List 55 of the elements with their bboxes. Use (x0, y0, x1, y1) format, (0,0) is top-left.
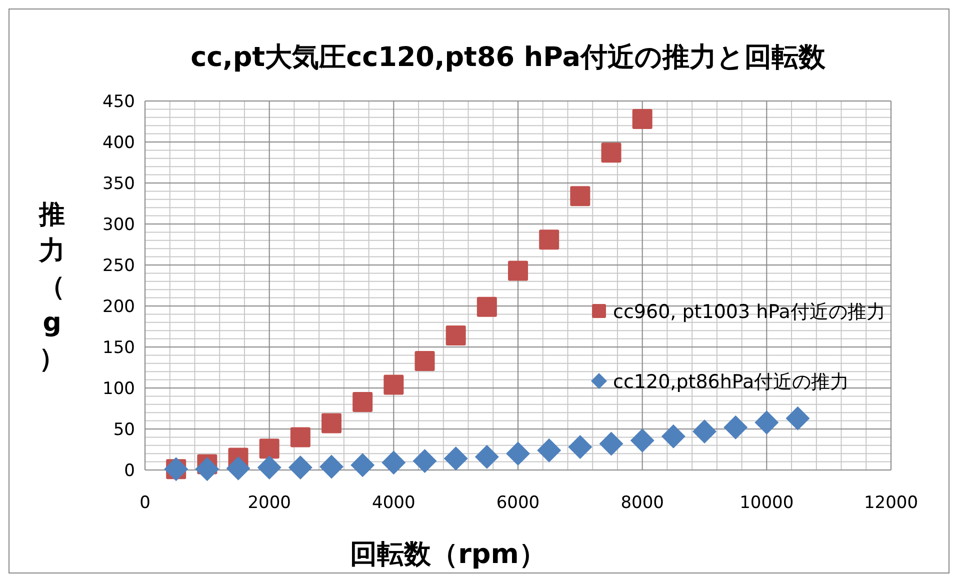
point (599, 432, 624, 456)
point (539, 230, 560, 250)
y-axis-title: 推力（g） (38, 200, 65, 374)
point (259, 438, 280, 459)
point (320, 454, 344, 479)
point (476, 296, 497, 317)
point (632, 109, 652, 130)
point (352, 392, 373, 412)
point (692, 419, 716, 444)
point (754, 410, 779, 434)
x-tick-label: 0 (140, 493, 150, 513)
x-tick-label: 2000 (248, 493, 291, 513)
point (724, 415, 748, 440)
x-tick-label: 4000 (372, 493, 416, 513)
point (412, 448, 437, 473)
y-tick-label: 300 (102, 215, 135, 235)
point (508, 260, 528, 281)
point (568, 435, 592, 460)
point (195, 457, 220, 482)
y-tick-label: 0 (124, 461, 135, 481)
y-tick-label: 250 (102, 256, 135, 276)
y-tick-label: 100 (102, 379, 135, 399)
point (537, 438, 562, 462)
point (601, 142, 622, 163)
point (414, 350, 435, 371)
point (382, 450, 406, 475)
x-axis-title: 回転数（rpm） (350, 539, 546, 570)
point (444, 446, 468, 471)
y-tick-label: 150 (102, 338, 135, 358)
legend-label: cc960, pt1003 hPa付近の推力 (613, 301, 886, 323)
point (257, 456, 282, 480)
x-tick-label: 12000 (864, 493, 918, 513)
point (630, 428, 654, 452)
y-tick-label: 200 (102, 297, 135, 317)
point (661, 424, 686, 448)
x-tick-label: 6000 (496, 493, 540, 513)
chart-title: cc,pt大気圧cc120,pt86 hPa付近の推力と回転数 (190, 42, 826, 73)
point (226, 456, 250, 480)
point (288, 456, 312, 480)
y-tick-label: 50 (113, 420, 135, 440)
point (786, 406, 810, 430)
point (384, 374, 404, 395)
point (570, 186, 590, 206)
point (350, 453, 375, 478)
y-tick-label: 450 (102, 92, 135, 112)
x-tick-label: 10000 (740, 493, 794, 513)
point (446, 326, 466, 346)
legend-label: cc120,pt86hPa付近の推力 (613, 371, 850, 393)
point (506, 442, 530, 466)
y-tick-label: 400 (102, 133, 135, 153)
y-tick-label: 350 (102, 174, 135, 194)
point (322, 413, 342, 434)
point (474, 444, 499, 469)
x-tick-label: 8000 (620, 493, 664, 513)
point (290, 427, 310, 448)
